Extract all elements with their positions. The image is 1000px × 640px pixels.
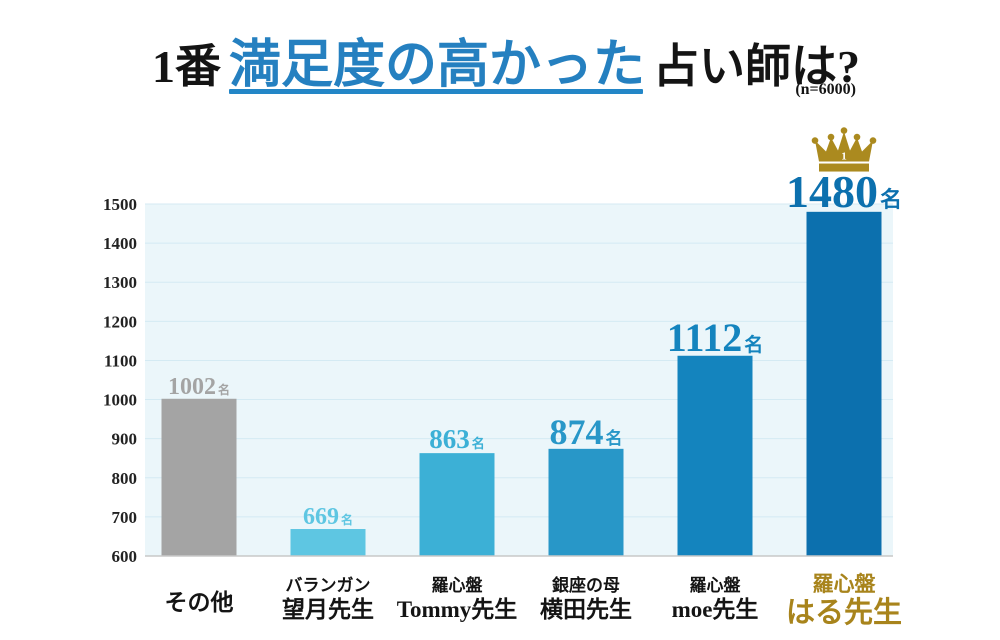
category-label: はる先生 (786, 596, 902, 629)
value-number: 874 (550, 412, 604, 452)
plot-background (145, 204, 893, 556)
value-label: 1112 名 (667, 315, 764, 360)
title-underline (228, 89, 643, 94)
sample-size: (n=6000) (795, 81, 856, 98)
title-highlight: 満足度の高かった (228, 37, 645, 94)
value-number: 863 (429, 424, 470, 454)
category-prefix: バランガン (286, 576, 371, 595)
y-tick-label: 1000 (103, 391, 137, 410)
category-label: 望月先生 (282, 597, 374, 622)
value-label: 863 名 (429, 424, 485, 454)
title-suffix: 占い師は? (653, 41, 860, 92)
category-prefix: 羅心盤 (690, 575, 742, 595)
category-prefix: 羅心盤 (813, 572, 877, 596)
bar (419, 453, 495, 556)
y-tick-label: 1300 (103, 273, 137, 292)
value-label: 1002 名 (168, 374, 230, 400)
bar (161, 398, 237, 556)
value-label: 874 名 (550, 412, 623, 452)
crown-jewel (827, 133, 835, 141)
value-unit: 名 (744, 333, 763, 356)
title-highlight-group: 満足度の高かった (228, 37, 645, 94)
chart-title: 1番 満足度の高かった 占い師は? (n=6000) (6, 37, 1000, 98)
value-number: 1002 (168, 374, 216, 400)
value-unit: 名 (472, 436, 485, 451)
bar (290, 529, 366, 556)
category-label: Tommy先生 (397, 597, 518, 622)
y-tick-label: 1100 (104, 351, 137, 370)
value-number: 669 (303, 504, 339, 530)
y-tick-label: 1200 (103, 312, 137, 331)
y-tick-label: 700 (112, 508, 138, 527)
category-label: 横田先生 (540, 597, 632, 622)
y-tick-label: 800 (112, 469, 138, 488)
crown-jewel (869, 137, 877, 144)
category-labels: その他バランガン望月先生羅心盤Tommy先生銀座の母横田先生羅心盤moe先生羅心… (165, 572, 903, 629)
value-number: 1112 (667, 315, 743, 360)
crown-jewel (811, 137, 819, 144)
value-number: 1480 (786, 166, 878, 217)
gridlines (145, 203, 893, 557)
category-prefix: 銀座の母 (552, 575, 620, 595)
value-label: 669 名 (303, 504, 353, 530)
title-prefix: 1番 (151, 41, 221, 92)
category-label: moe先生 (672, 597, 759, 622)
crown-rank-label: 1 (841, 151, 847, 163)
y-tick-label: 600 (112, 547, 138, 566)
y-tick-label: 1500 (103, 195, 137, 214)
value-unit: 名 (606, 428, 623, 448)
value-unit: 名 (218, 382, 230, 397)
y-tick-label: 1400 (103, 234, 137, 253)
y-axis-ticks: 600 700 800 900 1000 1100 1200 1300 1400 1500 (103, 195, 137, 566)
value-unit: 名 (880, 187, 902, 212)
category-prefix: 羅心盤 (432, 575, 484, 595)
y-tick-label: 900 (112, 430, 138, 449)
bars (161, 211, 882, 557)
bar (677, 355, 753, 556)
crown-base (819, 163, 869, 172)
value-unit: 名 (341, 512, 353, 527)
crown-icon: 1 (811, 127, 877, 172)
crown-body (815, 131, 873, 162)
crown-jewel (853, 133, 861, 141)
category-label: その他 (165, 590, 234, 615)
crown-jewel (840, 127, 848, 134)
bar (806, 211, 882, 557)
value-label: 1480名 (786, 166, 902, 217)
bar (548, 448, 624, 556)
title-suffix-group: 占い師は? (n=6000) (653, 41, 860, 98)
